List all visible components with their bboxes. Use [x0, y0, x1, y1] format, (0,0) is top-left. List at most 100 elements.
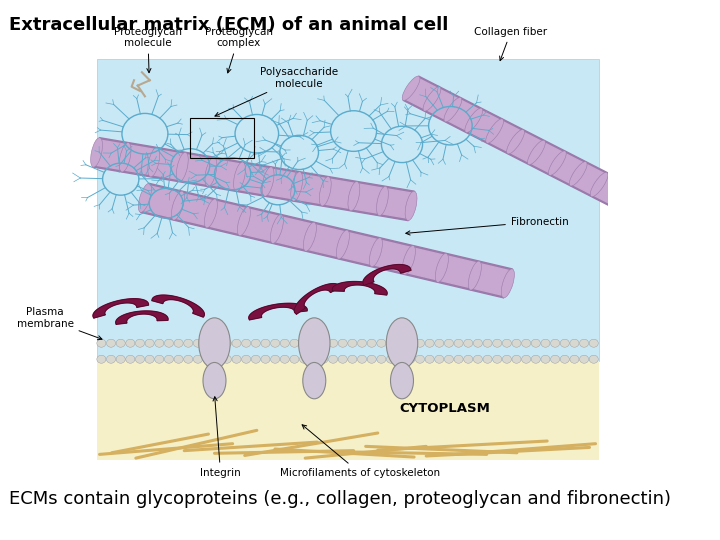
Ellipse shape — [386, 318, 418, 369]
Circle shape — [531, 339, 540, 347]
Ellipse shape — [336, 230, 349, 259]
Circle shape — [425, 355, 434, 363]
Circle shape — [280, 355, 289, 363]
Circle shape — [348, 355, 357, 363]
Circle shape — [473, 355, 482, 363]
Circle shape — [338, 339, 347, 347]
Circle shape — [503, 339, 511, 347]
Circle shape — [512, 355, 521, 363]
Circle shape — [435, 355, 444, 363]
Ellipse shape — [632, 194, 649, 218]
Circle shape — [473, 339, 482, 347]
Bar — [190, 118, 253, 158]
Circle shape — [126, 339, 135, 347]
Ellipse shape — [444, 97, 462, 122]
Polygon shape — [403, 76, 649, 218]
Circle shape — [551, 339, 559, 347]
Circle shape — [541, 355, 550, 363]
Circle shape — [271, 339, 279, 347]
Ellipse shape — [303, 222, 317, 251]
Circle shape — [116, 339, 125, 347]
Polygon shape — [405, 78, 647, 216]
Circle shape — [222, 355, 231, 363]
Ellipse shape — [405, 191, 417, 220]
Circle shape — [232, 355, 241, 363]
Circle shape — [415, 355, 425, 363]
Circle shape — [222, 339, 231, 347]
Circle shape — [367, 339, 377, 347]
Text: Polysaccharide
molecule: Polysaccharide molecule — [215, 67, 338, 116]
Ellipse shape — [507, 130, 524, 154]
Circle shape — [126, 355, 135, 363]
Circle shape — [406, 339, 415, 347]
Ellipse shape — [402, 246, 415, 274]
Circle shape — [454, 339, 463, 347]
Polygon shape — [94, 138, 414, 220]
Circle shape — [570, 339, 579, 347]
Circle shape — [415, 339, 425, 347]
Text: CYTOPLASM: CYTOPLASM — [399, 402, 490, 415]
Circle shape — [309, 355, 318, 363]
Ellipse shape — [262, 167, 274, 197]
Circle shape — [184, 355, 193, 363]
Circle shape — [560, 355, 570, 363]
Circle shape — [580, 339, 589, 347]
Circle shape — [107, 355, 115, 363]
Polygon shape — [249, 303, 307, 320]
Polygon shape — [294, 284, 340, 314]
Circle shape — [184, 339, 193, 347]
Circle shape — [194, 339, 202, 347]
Circle shape — [348, 339, 357, 347]
Ellipse shape — [291, 172, 302, 201]
Circle shape — [96, 355, 106, 363]
Text: Collagen fiber: Collagen fiber — [474, 27, 547, 60]
Circle shape — [135, 355, 145, 363]
Circle shape — [521, 339, 531, 347]
Text: Plasma
membrane: Plasma membrane — [17, 307, 102, 340]
Ellipse shape — [205, 157, 217, 187]
Circle shape — [541, 339, 550, 347]
Ellipse shape — [120, 143, 131, 172]
Circle shape — [212, 355, 222, 363]
Circle shape — [107, 339, 115, 347]
Circle shape — [145, 339, 154, 347]
Circle shape — [203, 355, 212, 363]
Ellipse shape — [148, 147, 160, 177]
Circle shape — [483, 355, 492, 363]
Circle shape — [560, 339, 570, 347]
Ellipse shape — [423, 87, 441, 111]
Polygon shape — [152, 295, 204, 317]
Circle shape — [387, 339, 395, 347]
Ellipse shape — [501, 269, 514, 298]
Ellipse shape — [436, 253, 449, 282]
Circle shape — [203, 339, 212, 347]
Ellipse shape — [390, 362, 413, 399]
Circle shape — [290, 339, 299, 347]
Circle shape — [338, 355, 347, 363]
Circle shape — [387, 355, 395, 363]
Circle shape — [492, 355, 502, 363]
Circle shape — [377, 339, 386, 347]
Circle shape — [483, 339, 492, 347]
Bar — [96, 59, 598, 361]
Circle shape — [570, 355, 579, 363]
Circle shape — [435, 339, 444, 347]
Ellipse shape — [320, 177, 331, 206]
Circle shape — [319, 355, 328, 363]
Circle shape — [300, 339, 309, 347]
Circle shape — [358, 355, 366, 363]
Circle shape — [328, 355, 338, 363]
Circle shape — [280, 339, 289, 347]
Circle shape — [242, 355, 251, 363]
Circle shape — [589, 339, 598, 347]
Circle shape — [309, 339, 318, 347]
Circle shape — [174, 339, 183, 347]
Text: Integrin: Integrin — [200, 397, 241, 478]
Polygon shape — [141, 186, 511, 296]
Ellipse shape — [238, 207, 251, 235]
Circle shape — [454, 355, 463, 363]
Ellipse shape — [91, 138, 102, 167]
Ellipse shape — [468, 261, 482, 290]
Circle shape — [406, 355, 415, 363]
Circle shape — [464, 339, 473, 347]
